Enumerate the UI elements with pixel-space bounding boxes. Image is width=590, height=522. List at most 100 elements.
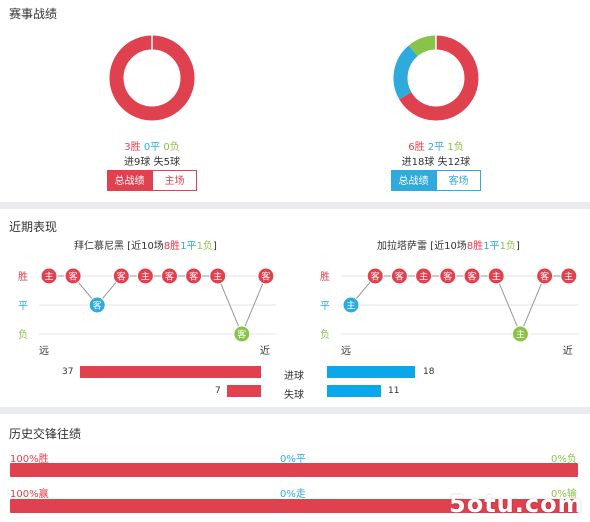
- right-form-suffix: ]: [515, 241, 520, 252]
- right-form-match-venue-9: 主: [564, 271, 573, 283]
- right-donut-segment-2: [408, 35, 437, 57]
- left-record-donut: [109, 35, 195, 121]
- right-form-match-venue-3: 主: [419, 271, 428, 283]
- right-form-match-venue-0: 主: [346, 300, 355, 312]
- left-conceded-value: 7: [215, 386, 221, 396]
- left-tab-home[interactable]: 主场: [152, 170, 197, 191]
- left-form-match-dot-3: [112, 267, 130, 285]
- left-form-loss: 1负: [196, 241, 213, 252]
- h2h-handicap-win-pct: 100%赢: [10, 489, 49, 500]
- right-form-y-label-win: 胜: [320, 271, 330, 283]
- left-record-wdl: 3胜 0平 0负: [92, 138, 212, 153]
- right-form-x-far-label: 远: [341, 345, 351, 357]
- right-record-wdl: 6胜 2平 1负: [376, 138, 496, 153]
- left-form-y-label-loss: 负: [18, 328, 28, 341]
- h2h-win-pct: 100%胜: [10, 454, 49, 465]
- right-goals-value: 18: [423, 367, 435, 377]
- left-loss-count: 0负: [163, 142, 180, 153]
- right-draw-count: 2平: [427, 142, 445, 153]
- right-tab-overall[interactable]: 总战绩: [391, 170, 436, 191]
- right-donut-segment-0: [399, 35, 479, 121]
- left-form-match-dot-5: [161, 267, 178, 285]
- left-form-match-venue-1: 客: [69, 271, 78, 283]
- left-form-y-label-win: 胜: [18, 271, 28, 283]
- right-form-win: 8胜: [466, 241, 484, 252]
- left-form-draw: 1平: [180, 241, 197, 252]
- left-form-win: 8胜: [163, 241, 181, 252]
- left-form-match-venue-8: 客: [237, 329, 246, 341]
- left-tab-overall[interactable]: 总战绩: [107, 170, 152, 191]
- left-form-match-venue-3: 客: [117, 271, 126, 283]
- h2h-draw-pct: 0%平: [280, 454, 306, 465]
- right-goals-summary: 进18球 失12球: [401, 157, 471, 168]
- left-form-match-venue-5: 客: [165, 271, 174, 283]
- right-form-match-venue-2: 客: [395, 271, 404, 283]
- watermark: 5otu.com: [449, 490, 584, 518]
- right-form-match-venue-7: 主: [516, 329, 525, 341]
- right-form-x-near-label: 近: [563, 344, 573, 357]
- left-form-match-dot-7: [209, 267, 227, 285]
- left-form-match-venue-4: 主: [141, 271, 150, 283]
- left-goals-summary: 进9球 失5球: [124, 157, 180, 168]
- right-record-tabs: 总战绩 客场: [391, 170, 481, 191]
- right-form-match-venue-1: 客: [371, 271, 380, 283]
- right-form-loss: 1负: [499, 241, 516, 252]
- left-form-match-venue-0: 主: [44, 271, 53, 283]
- left-form-header: 拜仁慕尼黑 [近10场8胜1平1负]: [74, 237, 217, 252]
- record-panel: 赛事战绩 3胜 0平 0负 进9球 失5球 总战绩 主场 6胜 2平 1负 进1…: [0, 0, 590, 202]
- left-conceded-bar: [226, 385, 261, 397]
- goals-label: 进球: [284, 371, 304, 382]
- left-donut-segment-0: [109, 35, 195, 121]
- right-conceded-bar: [327, 385, 381, 397]
- left-win-count: 3胜: [124, 142, 141, 153]
- left-form-suffix: ]: [212, 241, 217, 252]
- left-form-y-label-draw: 平: [18, 301, 28, 312]
- left-draw-count: 0平: [143, 142, 161, 153]
- right-loss-count: 1负: [447, 142, 464, 153]
- h2h-loss-pct: 0%负: [551, 454, 577, 465]
- right-form-match-venue-8: 客: [540, 271, 549, 283]
- right-form-match-dot-4: [439, 267, 457, 285]
- left-form-match-dot-0: [40, 267, 58, 285]
- left-team-name: 拜仁慕尼黑: [74, 241, 124, 252]
- right-form-y-label-draw: 平: [320, 301, 330, 312]
- left-form-match-dot-6: [185, 267, 203, 285]
- left-record-tabs: 总战绩 主场: [107, 170, 197, 191]
- right-form-prefix: [近10场: [427, 241, 467, 252]
- right-goals-bar: [327, 366, 416, 378]
- left-form-match-dot-9: [257, 267, 275, 285]
- right-win-count: 6胜: [408, 142, 425, 153]
- right-form-match-venue-4: 客: [443, 271, 452, 283]
- right-form-header: 加拉塔萨雷 [近10场8胜1平1负]: [377, 237, 520, 252]
- right-donut-segment-1: [393, 45, 419, 100]
- right-form-chart: 胜平负主客客主客客主主客 主远近: [320, 267, 579, 357]
- recent-form-title: 近期表现: [9, 220, 58, 234]
- left-goals-bar: [80, 366, 261, 378]
- right-form-match-venue-5: 客: [467, 271, 476, 283]
- right-conceded-value: 11: [388, 386, 400, 396]
- left-form-x-far-label: 远: [39, 345, 49, 357]
- left-form-match-venue-7: 主: [213, 271, 222, 283]
- left-form-match-dot-4: [136, 267, 154, 285]
- right-form-match-dot-1: [366, 267, 384, 285]
- h2h-result-bar: [10, 463, 578, 477]
- right-tab-away[interactable]: 客场: [436, 170, 481, 191]
- right-form-match-dot-9: [560, 267, 578, 285]
- right-form-match-dot-3: [415, 267, 433, 285]
- h2h-handicap-bar: [10, 499, 578, 513]
- h2h-handicap-loss-pct: 0%输: [551, 489, 577, 500]
- left-goals-value: 37: [62, 367, 74, 377]
- right-form-match-dot-8: [536, 267, 554, 285]
- right-form-y-label-loss: 负: [320, 328, 330, 341]
- left-form-trend-line: [49, 275, 267, 336]
- left-form-match-dot-8: [233, 325, 251, 343]
- right-form-match-dot-0: [342, 296, 360, 314]
- right-form-match-venue-6: 主: [492, 271, 501, 283]
- right-form-match-dot-6: [487, 267, 505, 285]
- right-form-trend-line: [350, 275, 569, 336]
- h2h-handicap-push-pct: 0%走: [280, 489, 306, 500]
- record-title: 赛事战绩: [9, 7, 58, 21]
- left-form-match-venue-6: 客: [189, 271, 198, 283]
- head-to-head-title: 历史交锋往绩: [9, 427, 82, 441]
- left-form-match-dot-1: [64, 267, 82, 285]
